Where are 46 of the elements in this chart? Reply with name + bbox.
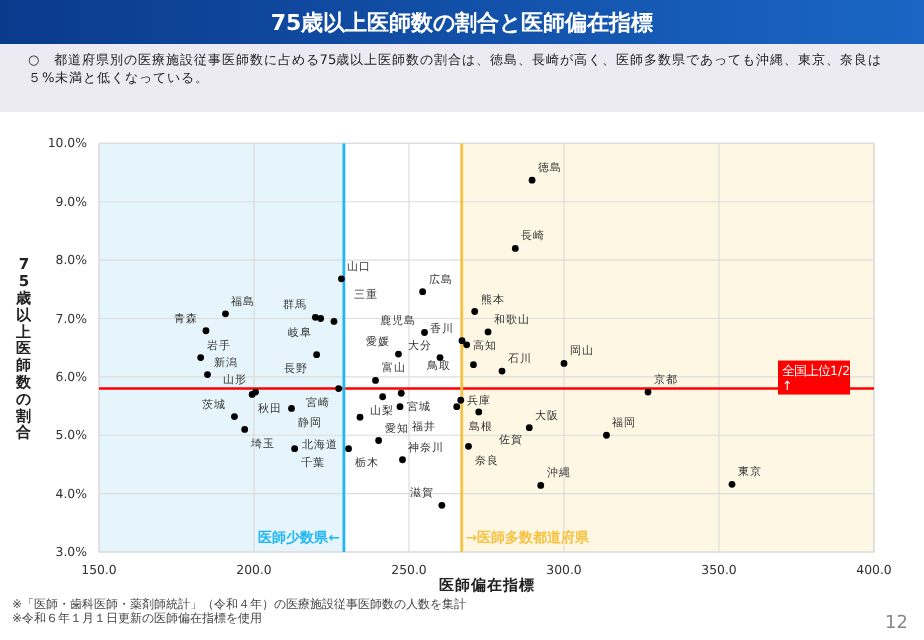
point: [317, 315, 325, 322]
point: [338, 275, 345, 283]
point: [498, 367, 506, 375]
point: [419, 288, 427, 296]
point: [356, 413, 364, 421]
point: [528, 176, 536, 184]
point: [397, 389, 405, 397]
point: [202, 327, 210, 335]
point: [311, 313, 319, 321]
point: [438, 501, 446, 509]
point: [471, 308, 479, 315]
point: [288, 405, 295, 412]
point: [728, 480, 736, 488]
point: [335, 385, 343, 392]
point: [399, 456, 406, 464]
point: [375, 437, 383, 444]
point: [457, 396, 465, 404]
point: [197, 354, 205, 362]
text: 12: [885, 614, 908, 634]
point: [484, 328, 492, 336]
point: [458, 337, 466, 345]
point: [379, 393, 387, 401]
point: [465, 442, 472, 450]
point: [421, 329, 428, 336]
point: [395, 350, 402, 358]
point: [470, 361, 477, 369]
point: [560, 360, 568, 367]
point: [231, 413, 238, 420]
point: [603, 431, 610, 439]
point: [241, 426, 249, 433]
point: [313, 351, 321, 359]
point: [463, 341, 471, 349]
point: [372, 376, 379, 384]
point: [345, 445, 352, 453]
point: [511, 245, 519, 252]
point: [537, 482, 545, 489]
point: [475, 408, 483, 416]
point: [396, 403, 404, 411]
point: [330, 318, 338, 325]
point: [291, 445, 299, 453]
point: [644, 388, 652, 396]
point: [204, 371, 211, 378]
chart-title: 75歳以上医師数の割合と医師偏在指標: [270, 10, 654, 36]
point: [222, 310, 229, 318]
point: [453, 403, 461, 411]
point: [525, 424, 533, 432]
